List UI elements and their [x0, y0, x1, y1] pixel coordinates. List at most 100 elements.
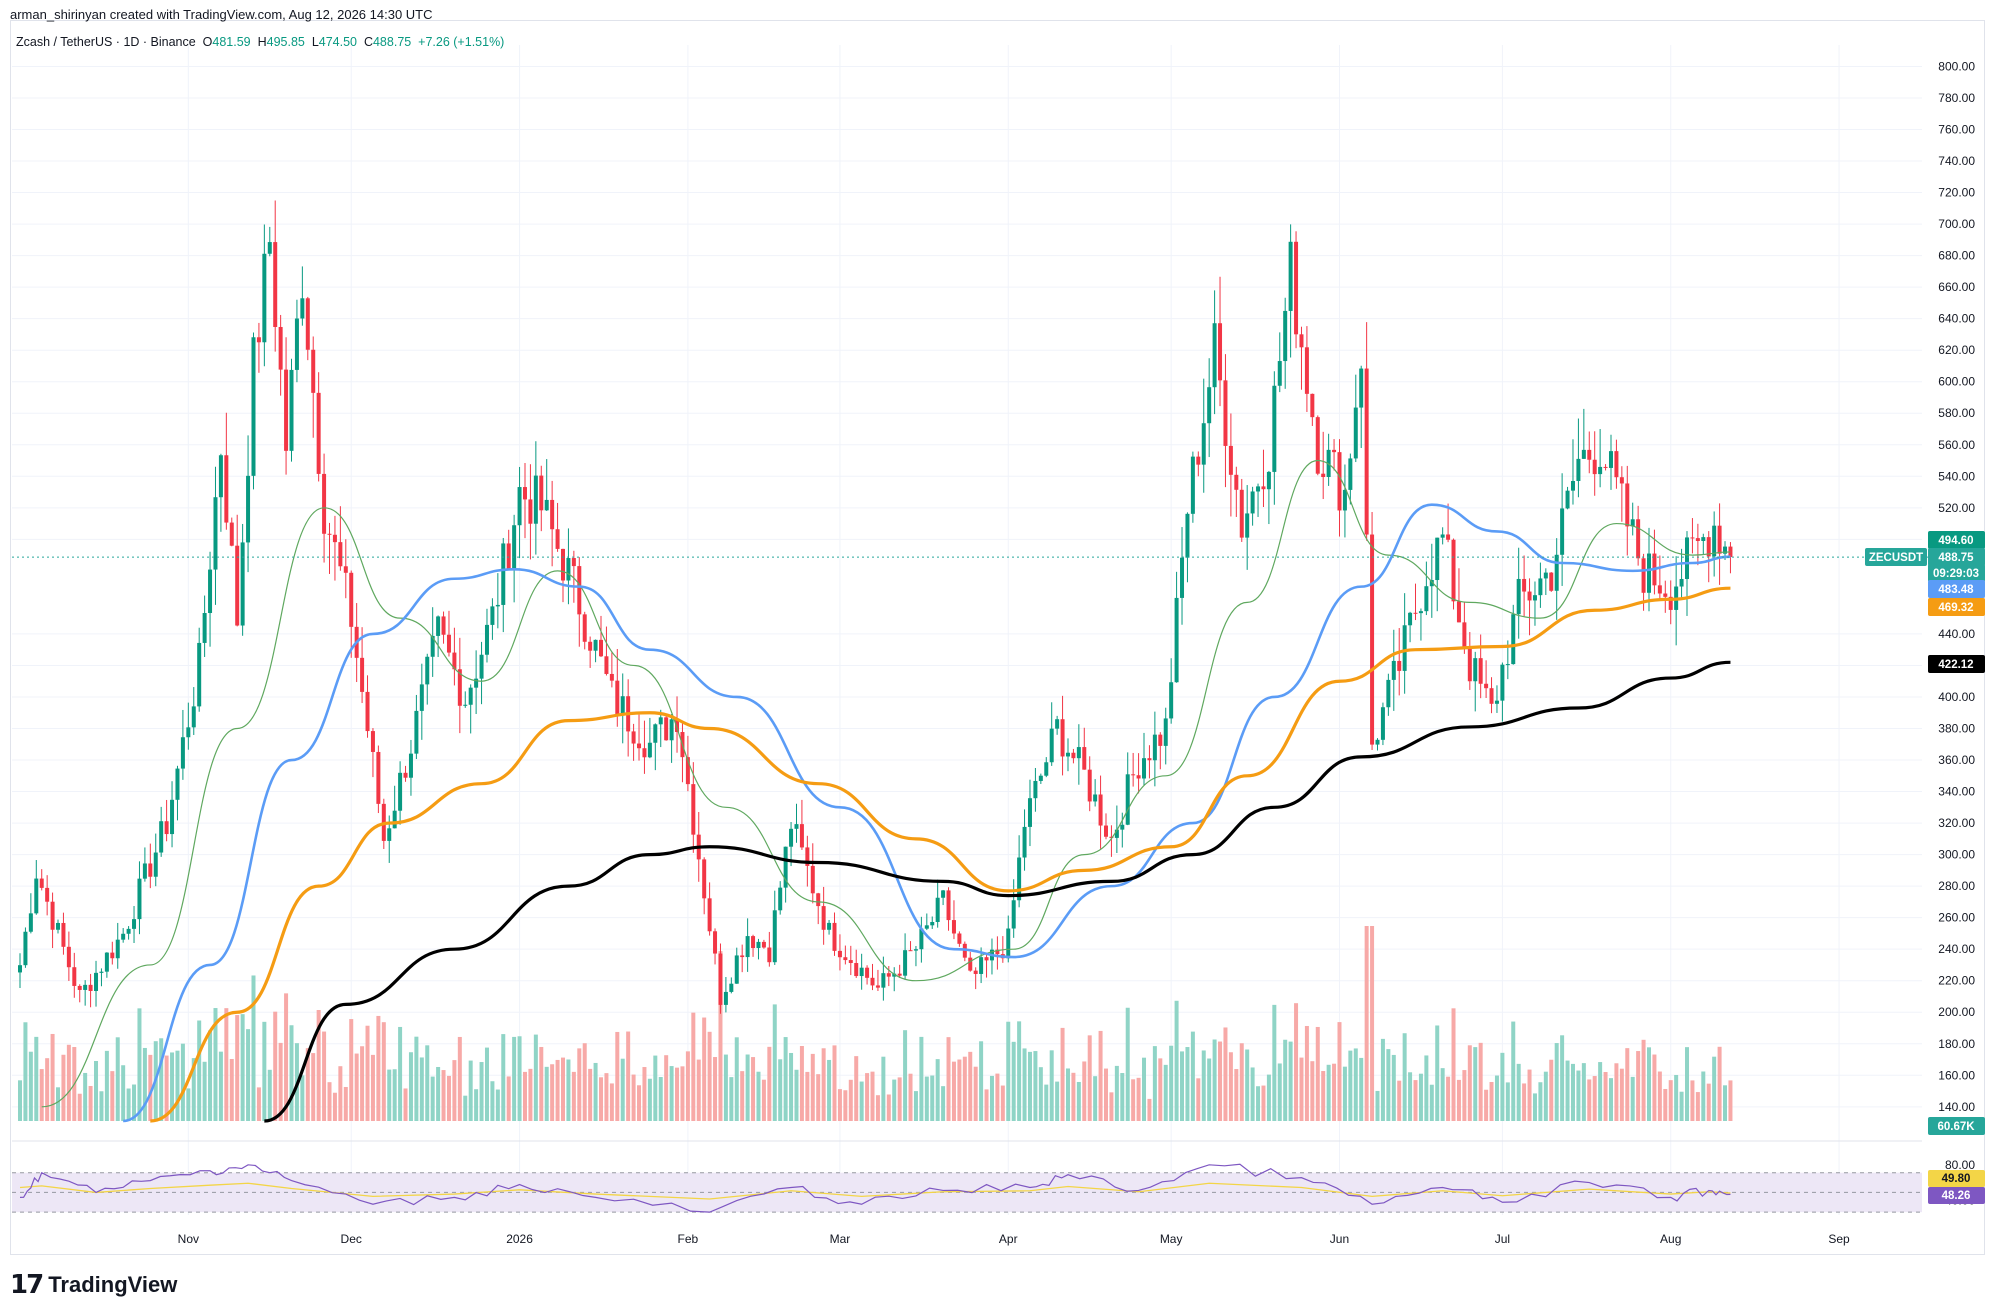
candle-body	[50, 901, 55, 930]
volume-bar	[273, 1011, 278, 1121]
volume-bar	[1006, 1021, 1011, 1121]
candle-body	[1114, 829, 1119, 838]
candle-body	[414, 710, 419, 754]
x-axis-label: Dec	[341, 1232, 362, 1246]
volume-bar	[930, 1075, 935, 1121]
volume-bar	[1234, 1069, 1239, 1121]
candle-body	[881, 973, 886, 988]
volume-bar	[1538, 1082, 1543, 1121]
volume-bar	[398, 1026, 403, 1121]
volume-bar	[343, 1086, 348, 1121]
volume-bar	[1429, 1084, 1434, 1121]
candle-body	[653, 724, 658, 743]
candle-body	[1049, 728, 1054, 763]
candle-body	[284, 369, 289, 451]
price-badge-label: 422.12	[1938, 659, 1973, 671]
candle-body	[1560, 508, 1565, 555]
candle-body	[810, 865, 815, 894]
volume-bar	[213, 1008, 218, 1121]
candle-body	[1668, 596, 1673, 610]
volume-bar	[1456, 1079, 1461, 1121]
volume-bar	[1038, 1067, 1043, 1121]
candle-body	[311, 349, 316, 393]
price-badge-label: 09:29:03	[1933, 568, 1979, 580]
volume-bar	[175, 1050, 180, 1121]
candle-body	[827, 922, 832, 930]
volume-bar	[1071, 1072, 1076, 1121]
volume-bar	[821, 1048, 826, 1121]
x-axis-label: 2026	[506, 1232, 533, 1246]
candle-body	[1218, 323, 1223, 381]
candle-body	[957, 933, 962, 944]
volume-bar	[1370, 926, 1375, 1121]
volume-bar	[414, 1036, 419, 1121]
candle-body	[1272, 385, 1277, 472]
volume-bar	[783, 1037, 788, 1121]
candle-body	[365, 691, 370, 732]
rsi-value-badge-label: 48.26	[1942, 1190, 1971, 1202]
volume-bar	[506, 1076, 511, 1121]
volume-bar	[1581, 1063, 1586, 1121]
volume-bar	[202, 1061, 207, 1121]
candle-body	[718, 953, 723, 1005]
candle-body	[1473, 658, 1478, 682]
volume-bar	[778, 1059, 783, 1121]
volume-bar	[756, 1071, 761, 1121]
volume-bar	[1136, 1077, 1141, 1121]
candle-body	[1109, 836, 1114, 838]
volume-bar	[1283, 1039, 1288, 1121]
volume-bar	[734, 1037, 739, 1121]
candle-body	[474, 678, 479, 688]
candle-body	[218, 455, 223, 498]
volume-bar	[1152, 1046, 1157, 1121]
candle-body	[1462, 622, 1467, 649]
volume-bar	[1196, 1078, 1201, 1121]
volume-bar	[962, 1056, 967, 1121]
volume-bar	[582, 1043, 587, 1121]
candle-body	[1527, 591, 1532, 601]
candle-body	[66, 946, 71, 968]
volume-bar	[484, 1047, 489, 1121]
volume-bar	[316, 1010, 321, 1121]
volume-bar	[593, 1062, 598, 1121]
volume-bar	[1049, 1050, 1054, 1121]
volume-bar	[577, 1048, 582, 1121]
candle-body	[506, 543, 511, 570]
high-value: 495.85	[266, 35, 305, 49]
volume-bar	[208, 1030, 213, 1121]
symbol-name[interactable]: Zcash / TetherUS · 1D · Binance	[16, 35, 196, 49]
volume-bar	[1348, 1050, 1353, 1121]
candle-body	[1516, 578, 1521, 615]
candle-body	[859, 967, 864, 977]
candle-body	[637, 743, 642, 749]
volume-bar	[1657, 1071, 1662, 1121]
price-badge-label: 488.75	[1938, 552, 1974, 564]
volume-bar	[419, 1057, 424, 1121]
volume-bar	[1685, 1047, 1690, 1121]
volume-bar	[1261, 1085, 1266, 1121]
candle-body	[789, 828, 794, 847]
y-axis-label: 300.00	[1938, 848, 1975, 862]
candle-body	[799, 824, 804, 848]
candle-body	[170, 799, 175, 835]
candle-body	[1570, 480, 1575, 491]
tradingview-logo[interactable]: 17 TradingView	[10, 1270, 177, 1300]
volume-bar	[1321, 1071, 1326, 1121]
x-axis-label: Aug	[1660, 1232, 1681, 1246]
volume-bar	[262, 1021, 267, 1121]
volume-bar	[555, 1059, 560, 1121]
volume-bar	[256, 1087, 261, 1121]
volume-bar	[121, 1065, 126, 1121]
candle-body	[930, 921, 935, 926]
x-axis-label: Nov	[178, 1232, 199, 1246]
candle-body	[1076, 747, 1081, 759]
volume-bar	[61, 1054, 66, 1121]
volume-bar	[827, 1059, 832, 1121]
volume-bar	[229, 1058, 234, 1121]
candle-body	[951, 920, 956, 934]
volume-bar	[1511, 1021, 1516, 1121]
volume-bar	[354, 1053, 359, 1121]
candle-body	[772, 910, 777, 963]
candle-body	[892, 973, 897, 977]
